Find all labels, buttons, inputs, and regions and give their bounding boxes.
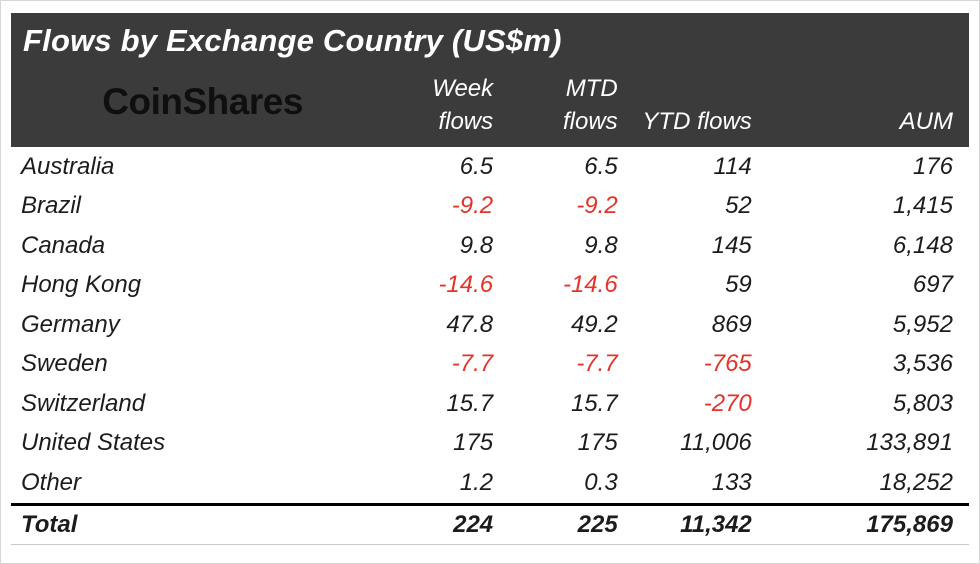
country-cell: Germany bbox=[21, 310, 120, 338]
column-header-mtd-flows: MTD flows bbox=[562, 75, 618, 135]
table-body: Australia 6.5 6.5 114 176 Brazil -9.2 -9… bbox=[11, 147, 969, 545]
table-row: Other 1.2 0.3 133 18,252 bbox=[11, 463, 969, 503]
total-row: Total 224 225 11,342 175,869 bbox=[11, 502, 969, 545]
table-row: Sweden -7.7 -7.7 -765 3,536 bbox=[11, 345, 969, 385]
column-header-week-flows: Week flows bbox=[432, 75, 494, 135]
aum-cell: 18,252 bbox=[879, 468, 953, 496]
mtd-flows-cell: 9.8 bbox=[584, 231, 618, 259]
country-cell: Hong Kong bbox=[21, 271, 142, 299]
mtd-flows-cell: 49.2 bbox=[570, 310, 618, 338]
aum-cell: 3,536 bbox=[892, 350, 953, 378]
coinshares-logo: CoinShares bbox=[102, 81, 303, 122]
ytd-flows-cell: -270 bbox=[703, 389, 752, 417]
week-flows-cell: 15.7 bbox=[446, 389, 494, 417]
aum-cell: 697 bbox=[912, 271, 953, 299]
ytd-flows-cell: 114 bbox=[713, 152, 752, 180]
week-flows-cell: 47.8 bbox=[446, 310, 494, 338]
table-row: Canada 9.8 9.8 145 6,148 bbox=[11, 226, 969, 266]
aum-cell: 5,952 bbox=[892, 310, 953, 338]
mtd-flows-cell: 6.5 bbox=[584, 152, 618, 180]
ytd-flows-cell: 145 bbox=[711, 231, 752, 259]
table-row: Germany 47.8 49.2 869 5,952 bbox=[11, 305, 969, 345]
country-cell: Sweden bbox=[21, 350, 108, 378]
week-flows-cell: 9.8 bbox=[459, 231, 494, 259]
week-flows-cell: 175 bbox=[453, 429, 494, 457]
ytd-flows-cell: -765 bbox=[703, 350, 752, 378]
table-row: Switzerland 15.7 15.7 -270 5,803 bbox=[11, 384, 969, 424]
table-row: Australia 6.5 6.5 114 176 bbox=[11, 147, 969, 187]
country-cell: Australia bbox=[21, 152, 115, 180]
mtd-flows-cell: 15.7 bbox=[570, 389, 618, 417]
mtd-flows-cell: -14.6 bbox=[562, 271, 618, 299]
week-flows-cell: -7.7 bbox=[451, 350, 494, 378]
mtd-flows-cell: 0.3 bbox=[584, 468, 618, 496]
ytd-flows-cell: 11,006 bbox=[680, 429, 752, 457]
column-header-ytd-flows: YTD flows bbox=[642, 107, 752, 135]
table-header: Flows by Exchange Country (US$m) CoinSha… bbox=[11, 13, 969, 147]
aum-cell: 133,891 bbox=[866, 429, 953, 457]
week-flows-cell: 224 bbox=[453, 510, 494, 538]
country-cell: Brazil bbox=[21, 192, 82, 220]
country-cell: Switzerland bbox=[21, 389, 146, 417]
week-flows-cell: -14.6 bbox=[438, 271, 494, 299]
flows-table: Flows by Exchange Country (US$m) CoinSha… bbox=[11, 13, 969, 545]
ytd-flows-cell: 59 bbox=[725, 271, 752, 299]
ytd-flows-cell: 133 bbox=[711, 468, 752, 496]
title-row: Flows by Exchange Country (US$m) bbox=[11, 13, 969, 63]
country-cell: Canada bbox=[21, 231, 106, 259]
table-title: Flows by Exchange Country (US$m) bbox=[23, 23, 562, 58]
column-header-aum: AUM bbox=[899, 107, 953, 135]
mtd-flows-cell: -7.7 bbox=[576, 350, 618, 378]
country-cell: Other bbox=[21, 468, 82, 496]
country-cell: United States bbox=[21, 429, 166, 457]
mtd-flows-cell: -9.2 bbox=[576, 192, 618, 220]
ytd-flows-cell: 869 bbox=[711, 310, 752, 338]
column-header-row: CoinShares Week flows MTD flows YTD flow… bbox=[11, 63, 969, 147]
country-cell: Total bbox=[21, 510, 78, 538]
table-row: Brazil -9.2 -9.2 52 1,415 bbox=[11, 187, 969, 227]
week-flows-cell: -9.2 bbox=[451, 192, 494, 220]
table-row: United States 175 175 11,006 133,891 bbox=[11, 424, 969, 464]
logo-cell: CoinShares bbox=[11, 81, 394, 129]
aum-cell: 1,415 bbox=[892, 192, 953, 220]
mtd-flows-cell: 225 bbox=[577, 510, 618, 538]
week-flows-cell: 1.2 bbox=[459, 468, 494, 496]
aum-cell: 5,803 bbox=[892, 389, 953, 417]
aum-cell: 6,148 bbox=[892, 231, 953, 259]
mtd-flows-cell: 175 bbox=[577, 429, 618, 457]
table-row: Hong Kong -14.6 -14.6 59 697 bbox=[11, 266, 969, 306]
ytd-flows-cell: 11,342 bbox=[680, 510, 752, 538]
aum-cell: 176 bbox=[912, 152, 953, 180]
ytd-flows-cell: 52 bbox=[725, 192, 752, 220]
aum-cell: 175,869 bbox=[866, 510, 953, 538]
week-flows-cell: 6.5 bbox=[459, 152, 494, 180]
